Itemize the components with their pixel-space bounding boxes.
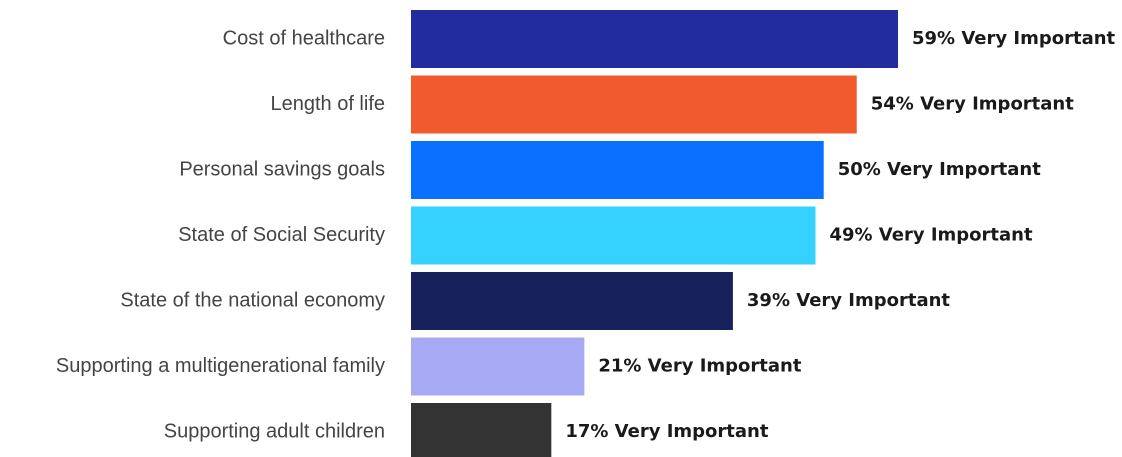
bar xyxy=(411,141,824,199)
bar xyxy=(411,272,733,330)
category-label: Supporting a multigenerational family xyxy=(56,355,385,377)
labels-group: Cost of healthcare 59% Very Important Leng… xyxy=(56,27,1116,442)
bar xyxy=(411,403,552,457)
value-label: 39% Very Important xyxy=(747,290,951,311)
category-label: State of the national economy xyxy=(120,289,385,311)
bar xyxy=(411,10,898,68)
bars-group xyxy=(411,10,898,457)
bar xyxy=(411,75,857,134)
category-label: Length of life xyxy=(270,93,385,115)
value-label: 49% Very Important xyxy=(829,225,1033,246)
category-label: State of Social Security xyxy=(178,224,385,246)
category-label: Supporting adult children xyxy=(164,420,385,442)
bar xyxy=(411,206,816,265)
value-label: 21% Very Important xyxy=(598,356,802,377)
value-label: 50% Very Important xyxy=(838,159,1042,180)
category-label: Personal savings goals xyxy=(179,158,385,180)
bar xyxy=(411,337,585,396)
value-label: 17% Very Important xyxy=(565,421,769,442)
value-label: 54% Very Important xyxy=(871,94,1075,115)
category-label: Cost of healthcare xyxy=(223,27,385,49)
value-label: 59% Very Important xyxy=(912,28,1116,49)
